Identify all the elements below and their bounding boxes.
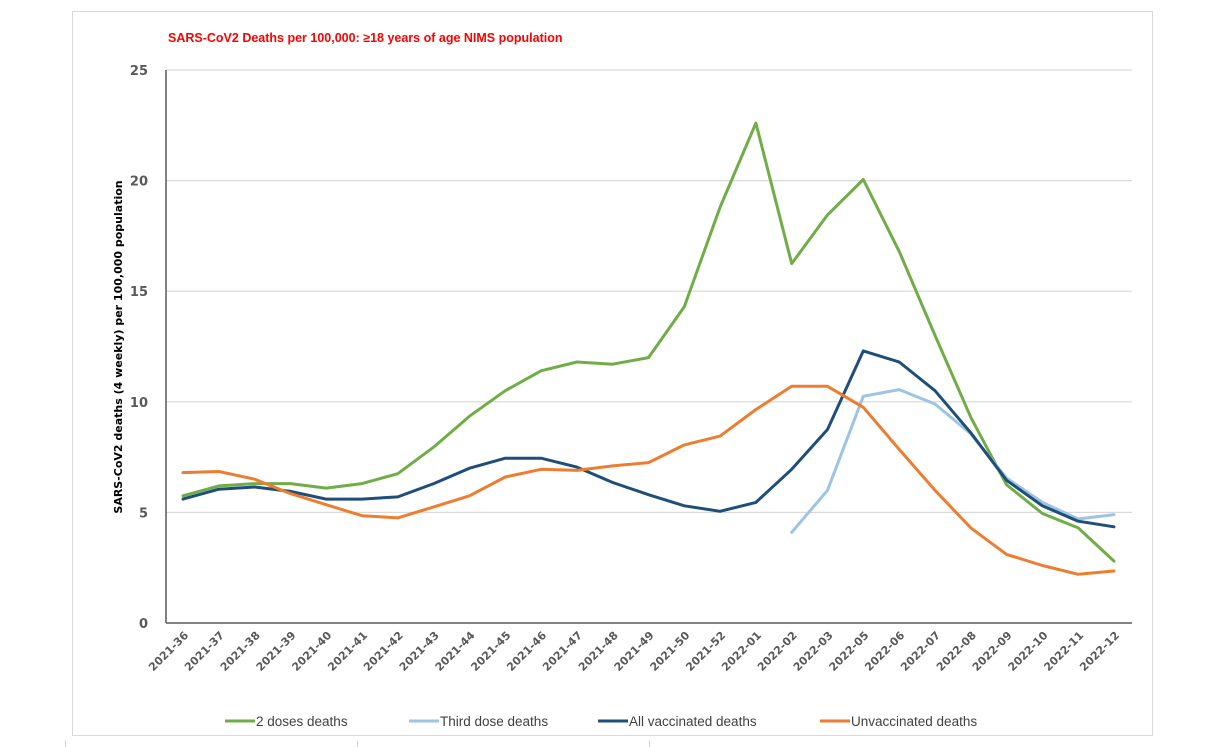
series-line-2	[181, 349, 1116, 529]
bottom-strip	[0, 737, 1225, 747]
y-tick-label: 20	[130, 175, 148, 190]
legend-item: Third dose deaths	[409, 714, 548, 729]
ruler-tick	[65, 741, 66, 747]
series-line-3	[181, 384, 1116, 576]
gridlines	[166, 69, 1132, 514]
legend-label: Third dose deaths	[440, 714, 548, 729]
y-tick-labels: 0 5 10 15 20 25	[130, 64, 148, 632]
y-axis-label: SARS-CoV2 deaths (4 weekly) per 100,000 …	[112, 180, 125, 513]
x-tick-labels: 2021-362021-372021-382021-392021-402021-…	[146, 629, 1122, 674]
series-line-0	[181, 121, 1116, 563]
y-tick-label: 25	[130, 64, 148, 79]
y-tick-label: 15	[130, 285, 148, 300]
series-line-1	[790, 388, 1116, 534]
series-lines	[181, 121, 1116, 576]
ruler-tick	[649, 741, 650, 747]
legend-label: All vaccinated deaths	[629, 714, 757, 729]
y-tick-label: 10	[130, 396, 148, 411]
legend: 2 doses deaths Third dose deaths All vacci…	[225, 714, 977, 729]
legend-item: 2 doses deaths	[225, 714, 348, 729]
y-tick-label: 5	[139, 506, 148, 521]
chart-frame	[72, 11, 1153, 736]
legend-label: Unvaccinated deaths	[851, 714, 977, 729]
y-tick-label: 0	[139, 617, 148, 632]
ruler-tick	[357, 741, 358, 747]
legend-item: Unvaccinated deaths	[820, 714, 977, 729]
legend-label: 2 doses deaths	[256, 714, 348, 729]
legend-item: All vaccinated deaths	[598, 714, 757, 729]
x-tick-label: 2022-12	[1077, 629, 1122, 674]
chart-title: SARS-CoV2 Deaths per 100,000: ≥18 years …	[168, 31, 562, 45]
